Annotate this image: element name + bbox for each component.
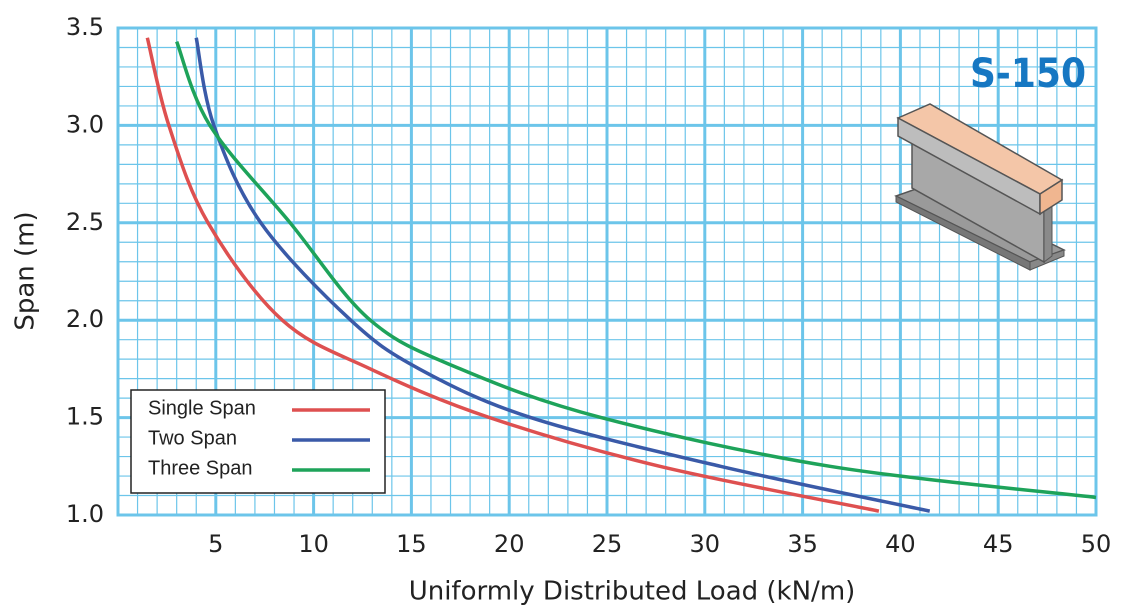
x-tick-label: 45 xyxy=(983,530,1014,558)
legend-label: Three Span xyxy=(148,457,253,479)
x-tick-label: 50 xyxy=(1081,530,1112,558)
x-tick-label: 30 xyxy=(690,530,721,558)
x-tick-label: 5 xyxy=(208,530,223,558)
y-tick-label: 1.0 xyxy=(66,500,104,528)
x-axis-label: Uniformly Distributed Load (kN/m) xyxy=(409,577,856,607)
y-tick-label: 2.0 xyxy=(66,305,104,333)
badge: S-150 xyxy=(970,51,1086,97)
y-tick-label: 3.0 xyxy=(66,110,104,138)
series-line xyxy=(175,40,1097,500)
x-tick-label: 10 xyxy=(298,530,329,558)
x-tick-label: 40 xyxy=(885,530,916,558)
series-line xyxy=(145,37,880,513)
legend: Single Span Two Span Three Span xyxy=(148,397,370,479)
x-tick-label: 25 xyxy=(592,530,623,558)
plot-frame xyxy=(116,26,1098,517)
y-tick-label: 2.5 xyxy=(66,208,104,236)
x-tick-label: 35 xyxy=(787,530,818,558)
series-line xyxy=(194,37,931,513)
x-tick-label: 20 xyxy=(494,530,525,558)
y-tick-label: 1.5 xyxy=(66,403,104,431)
y-axis-label: Span (m) xyxy=(11,211,41,330)
y-tick-label: 3.5 xyxy=(66,13,104,41)
legend-label: Single Span xyxy=(148,397,256,419)
beam-illustration xyxy=(894,103,1066,271)
legend-label: Two Span xyxy=(148,427,237,449)
x-tick-label: 15 xyxy=(396,530,427,558)
